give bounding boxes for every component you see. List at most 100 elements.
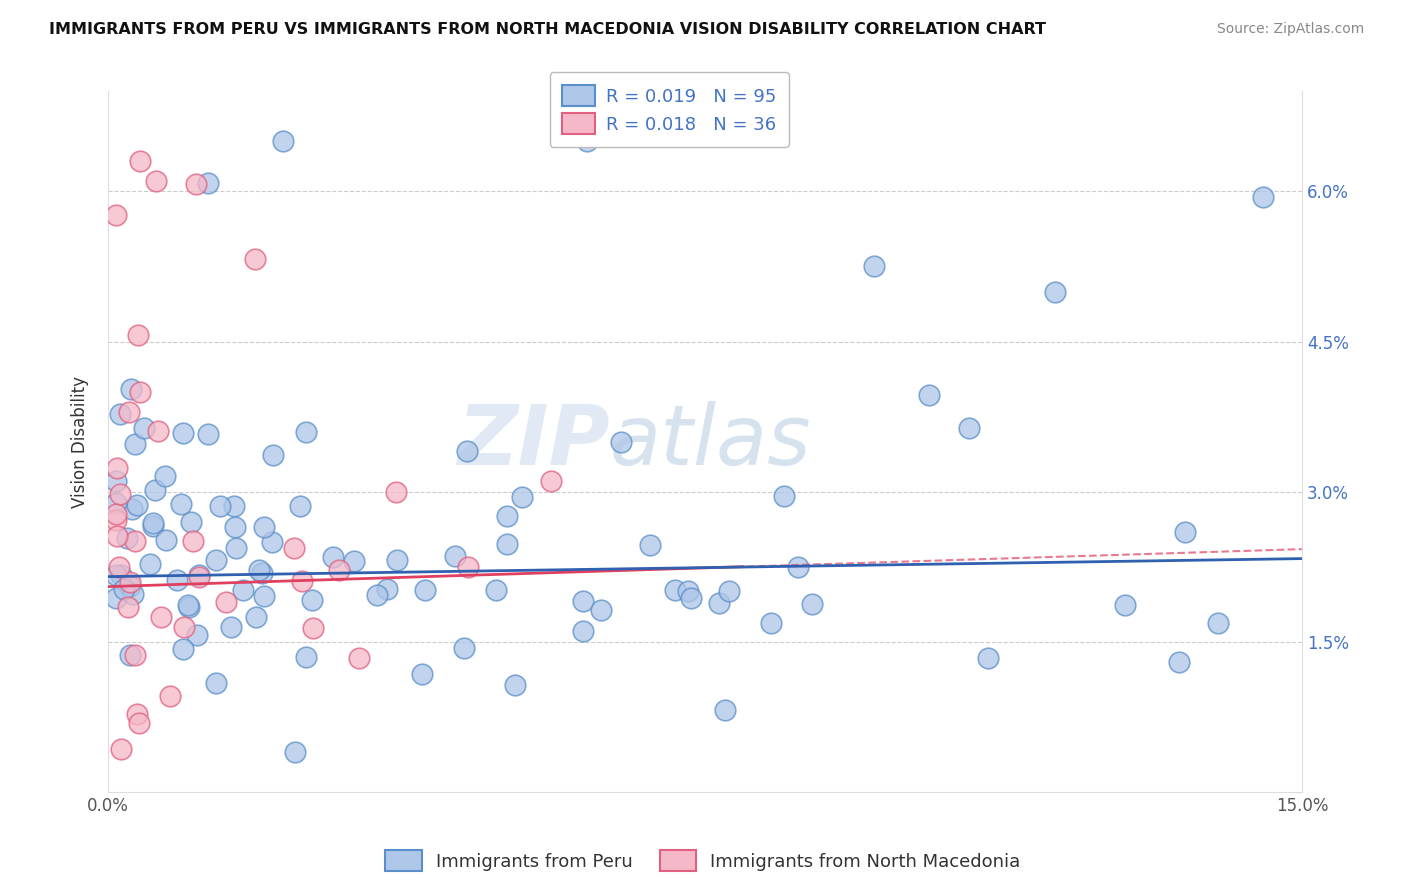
Point bbox=[127, 498, 149, 512]
Point bbox=[108, 407, 131, 421]
Point bbox=[104, 474, 127, 488]
Point bbox=[117, 600, 139, 615]
Point bbox=[349, 651, 371, 665]
Point bbox=[328, 562, 350, 576]
Point bbox=[124, 437, 146, 451]
Point bbox=[772, 489, 794, 503]
Point bbox=[181, 533, 204, 548]
Point bbox=[1114, 598, 1136, 612]
Point bbox=[197, 427, 219, 442]
Point bbox=[572, 594, 595, 608]
Point bbox=[496, 508, 519, 523]
Point bbox=[219, 620, 242, 634]
Point bbox=[283, 541, 305, 555]
Point bbox=[166, 573, 188, 587]
Point bbox=[413, 582, 436, 597]
Point bbox=[1251, 190, 1274, 204]
Point bbox=[456, 444, 478, 458]
Legend: R = 0.019   N = 95, R = 0.018   N = 36: R = 0.019 N = 95, R = 0.018 N = 36 bbox=[550, 72, 789, 146]
Point bbox=[155, 533, 177, 547]
Point bbox=[173, 620, 195, 634]
Point bbox=[104, 567, 127, 582]
Point bbox=[128, 716, 150, 731]
Point bbox=[224, 499, 246, 513]
Point bbox=[576, 135, 599, 149]
Point bbox=[159, 689, 181, 703]
Point bbox=[124, 534, 146, 549]
Point bbox=[411, 666, 433, 681]
Point bbox=[918, 388, 941, 402]
Point bbox=[485, 582, 508, 597]
Point bbox=[250, 566, 273, 580]
Point bbox=[863, 259, 886, 273]
Point bbox=[284, 745, 307, 759]
Point bbox=[172, 641, 194, 656]
Point bbox=[245, 609, 267, 624]
Point bbox=[290, 500, 312, 514]
Point bbox=[118, 404, 141, 418]
Point bbox=[139, 557, 162, 571]
Point bbox=[302, 621, 325, 635]
Text: Source: ZipAtlas.com: Source: ZipAtlas.com bbox=[1216, 22, 1364, 37]
Point bbox=[186, 627, 208, 641]
Point bbox=[1168, 655, 1191, 669]
Point bbox=[180, 515, 202, 529]
Point bbox=[295, 649, 318, 664]
Point bbox=[707, 597, 730, 611]
Point bbox=[453, 641, 475, 656]
Point bbox=[503, 678, 526, 692]
Point bbox=[205, 553, 228, 567]
Point bbox=[104, 495, 127, 509]
Point bbox=[127, 706, 149, 721]
Point bbox=[800, 597, 823, 611]
Point bbox=[105, 528, 128, 542]
Text: IMMIGRANTS FROM PERU VS IMMIGRANTS FROM NORTH MACEDONIA VISION DISABILITY CORREL: IMMIGRANTS FROM PERU VS IMMIGRANTS FROM … bbox=[49, 22, 1046, 37]
Point bbox=[377, 582, 399, 596]
Point bbox=[457, 559, 479, 574]
Point bbox=[247, 563, 270, 577]
Point bbox=[110, 567, 132, 582]
Point bbox=[253, 520, 276, 534]
Point bbox=[118, 578, 141, 592]
Point bbox=[118, 575, 141, 590]
Point bbox=[121, 587, 143, 601]
Point bbox=[120, 382, 142, 396]
Point bbox=[104, 507, 127, 521]
Point bbox=[572, 624, 595, 639]
Point bbox=[385, 553, 408, 567]
Text: atlas: atlas bbox=[609, 401, 811, 482]
Point bbox=[170, 497, 193, 511]
Point bbox=[322, 549, 344, 564]
Point bbox=[291, 574, 314, 588]
Point bbox=[385, 484, 408, 499]
Legend: Immigrants from Peru, Immigrants from North Macedonia: Immigrants from Peru, Immigrants from No… bbox=[378, 843, 1028, 879]
Point bbox=[638, 538, 661, 552]
Point bbox=[957, 421, 980, 435]
Point bbox=[184, 177, 207, 191]
Y-axis label: Vision Disability: Vision Disability bbox=[72, 376, 89, 508]
Point bbox=[132, 421, 155, 435]
Point bbox=[128, 154, 150, 169]
Point bbox=[717, 584, 740, 599]
Point bbox=[172, 425, 194, 440]
Point bbox=[714, 703, 737, 717]
Point bbox=[108, 559, 131, 574]
Point bbox=[205, 675, 228, 690]
Point bbox=[495, 537, 517, 551]
Point bbox=[110, 487, 132, 501]
Point bbox=[143, 483, 166, 498]
Point bbox=[148, 424, 170, 438]
Point bbox=[591, 603, 613, 617]
Point bbox=[262, 448, 284, 462]
Point bbox=[225, 541, 247, 555]
Point bbox=[187, 568, 209, 582]
Point bbox=[664, 583, 686, 598]
Point bbox=[609, 434, 631, 449]
Point bbox=[510, 490, 533, 504]
Point bbox=[1174, 524, 1197, 539]
Point bbox=[1206, 615, 1229, 630]
Point bbox=[112, 582, 135, 596]
Point bbox=[540, 474, 562, 488]
Point bbox=[127, 328, 149, 343]
Point bbox=[104, 591, 127, 605]
